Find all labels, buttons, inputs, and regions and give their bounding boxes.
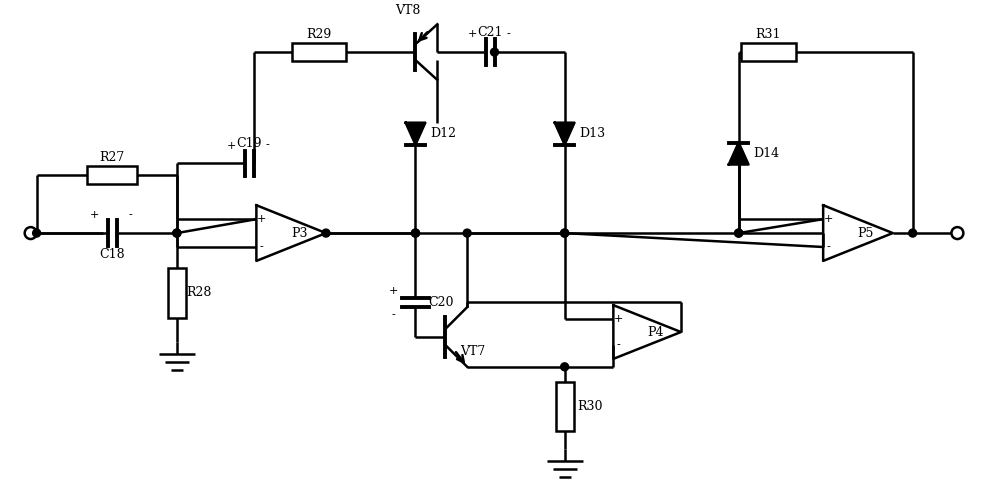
Polygon shape (406, 123, 425, 144)
FancyBboxPatch shape (168, 268, 186, 317)
Text: VT8: VT8 (395, 4, 420, 17)
Text: +: + (823, 214, 833, 224)
Text: -: - (506, 29, 510, 39)
Text: D14: D14 (753, 147, 780, 160)
Text: R31: R31 (756, 28, 781, 41)
Circle shape (561, 363, 569, 371)
Circle shape (322, 229, 330, 237)
Text: C18: C18 (99, 248, 125, 261)
Text: +: + (467, 29, 477, 39)
Text: P5: P5 (858, 227, 874, 240)
Text: +: + (90, 210, 99, 220)
Circle shape (412, 229, 419, 237)
Text: +: + (257, 214, 266, 224)
Text: +: + (227, 141, 236, 150)
Circle shape (173, 229, 181, 237)
Text: R27: R27 (100, 151, 125, 164)
Circle shape (735, 229, 743, 237)
Text: VT7: VT7 (461, 346, 486, 358)
Text: D13: D13 (579, 127, 606, 140)
FancyBboxPatch shape (556, 382, 574, 431)
Text: P3: P3 (291, 227, 307, 240)
Text: -: - (616, 340, 620, 350)
Text: D12: D12 (430, 127, 456, 140)
Text: -: - (265, 141, 269, 150)
Text: P4: P4 (647, 325, 663, 339)
Circle shape (463, 229, 471, 237)
Text: +: + (389, 286, 398, 296)
Text: +: + (614, 314, 623, 324)
Text: -: - (392, 310, 395, 319)
Circle shape (561, 229, 569, 237)
Circle shape (33, 229, 41, 237)
FancyBboxPatch shape (741, 43, 796, 61)
FancyBboxPatch shape (87, 167, 137, 184)
Circle shape (561, 229, 569, 237)
Text: R30: R30 (578, 400, 603, 413)
FancyBboxPatch shape (292, 43, 346, 61)
Circle shape (909, 229, 917, 237)
Circle shape (412, 229, 419, 237)
Text: -: - (128, 210, 132, 220)
Circle shape (491, 48, 499, 56)
Polygon shape (555, 123, 574, 144)
Text: C19: C19 (237, 137, 262, 150)
Text: C21: C21 (477, 26, 503, 39)
Text: R28: R28 (186, 286, 211, 299)
Circle shape (173, 229, 181, 237)
Circle shape (735, 229, 743, 237)
Text: R29: R29 (306, 28, 332, 41)
Text: -: - (259, 242, 263, 252)
Text: -: - (826, 242, 830, 252)
Polygon shape (729, 142, 748, 165)
Text: C20: C20 (429, 296, 454, 309)
